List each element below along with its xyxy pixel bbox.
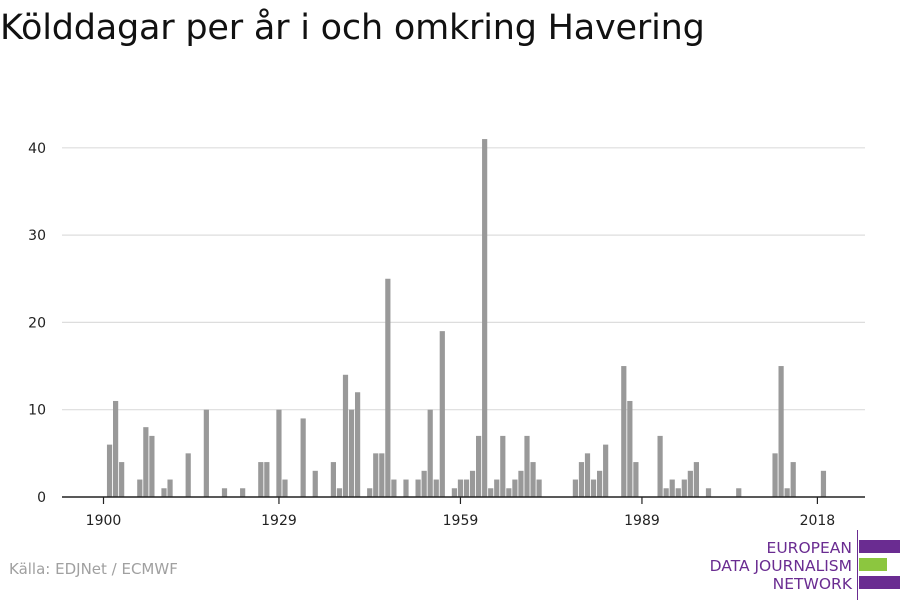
bar-1933 (300, 418, 306, 497)
bar-1955 (433, 479, 439, 497)
bar-1930 (282, 479, 288, 497)
logo-text-line-3: NETWORK (772, 575, 852, 593)
bar-1970 (524, 435, 530, 497)
bar-1979 (578, 462, 585, 497)
bar-1914 (185, 453, 191, 497)
bar-2005 (736, 488, 742, 497)
bar-1998 (693, 462, 699, 497)
y-gridlines (62, 147, 865, 411)
source-note: Källa: EDJNet / ECMWF (9, 560, 178, 578)
bar-1960 (463, 479, 470, 497)
bar-1968 (512, 479, 518, 497)
logo-divider (857, 530, 858, 600)
bar-1939 (336, 488, 343, 497)
bar-1941 (348, 409, 355, 497)
bar-1964 (488, 488, 494, 497)
bar-1995 (675, 488, 681, 497)
bar-1963 (482, 139, 488, 497)
x-tick-label-1900: 1900 (86, 513, 122, 529)
bar-1997 (687, 470, 693, 497)
bar-1947 (385, 278, 391, 497)
bar-1994 (669, 479, 675, 497)
bar-1959 (457, 479, 464, 497)
y-tick-label-20: 20 (28, 315, 46, 331)
y-tick-label-30: 30 (28, 228, 46, 244)
bar-1948 (391, 479, 397, 497)
bar-2013 (784, 488, 790, 497)
bar-1927 (264, 462, 270, 497)
logo-bar-purple-top (859, 540, 900, 553)
logo-bar-green (859, 558, 887, 571)
bar-1992 (657, 435, 663, 497)
bar-1906 (137, 479, 143, 497)
bar-1980 (584, 453, 591, 497)
bar-1938 (330, 462, 336, 497)
edjnet-logo: EUROPEAN DATA JOURNALISM NETWORK (690, 530, 900, 600)
bar-1920 (221, 488, 228, 497)
bar-1907 (143, 427, 149, 497)
bar-1996 (681, 479, 687, 497)
bars (106, 139, 827, 497)
bar-1940 (342, 374, 349, 497)
bar-1965 (494, 479, 500, 497)
bar-2014 (790, 462, 796, 497)
bar-2012 (778, 366, 784, 497)
bar-1983 (603, 444, 609, 497)
bar-1908 (149, 435, 155, 497)
bar-1945 (373, 453, 379, 497)
logo-text-line-2: DATA JOURNALISM (709, 557, 852, 575)
bar-1987 (627, 400, 633, 497)
bar-1935 (312, 470, 318, 497)
logo-bar-purple-bottom (859, 576, 900, 589)
bar-1972 (536, 479, 542, 497)
bar-1903 (119, 462, 125, 497)
bar-1981 (590, 479, 597, 497)
bar-1910 (161, 488, 167, 497)
bar-1969 (518, 470, 524, 497)
bar-1917 (203, 409, 209, 497)
bar-1967 (506, 488, 512, 497)
bar-1926 (258, 462, 264, 497)
bar-2019 (820, 470, 827, 497)
x-tick-label-2018: 2018 (800, 513, 836, 529)
bar-2000 (705, 488, 712, 497)
y-tick-label-10: 10 (28, 403, 46, 419)
x-tick-label-1929: 1929 (261, 513, 297, 529)
bar-1986 (621, 366, 627, 497)
chart-title: Kölddagar per år i och omkring Havering (0, 8, 705, 48)
x-tick-label-1959: 1959 (443, 513, 479, 529)
bar-1944 (367, 488, 373, 497)
y-tick-label-40: 40 (28, 141, 46, 157)
bar-1902 (113, 400, 119, 497)
bar-2011 (772, 453, 778, 497)
y-tick-label-0: 0 (37, 490, 46, 506)
bar-1952 (415, 479, 421, 497)
bar-1954 (427, 409, 433, 497)
bar-1911 (167, 479, 173, 497)
bar-1962 (476, 435, 482, 497)
bar-1971 (530, 462, 536, 497)
bar-1988 (633, 462, 639, 497)
bar-1956 (439, 331, 445, 497)
bar-1946 (379, 453, 385, 497)
x-axis (62, 496, 865, 504)
bar-1901 (106, 444, 113, 497)
bar-1966 (500, 435, 506, 497)
bar-1958 (451, 488, 457, 497)
bar-1950 (403, 479, 409, 497)
bar-1978 (572, 479, 578, 497)
logo-text-line-1: EUROPEAN (766, 539, 852, 557)
y-axis-tick-labels: 0 10 20 30 40 (28, 141, 46, 506)
x-tick-label-1989: 1989 (624, 513, 660, 529)
bar-1942 (355, 392, 361, 497)
bar-1982 (597, 470, 603, 497)
bar-1923 (240, 488, 246, 497)
bar-1953 (421, 470, 427, 497)
x-axis-tick-labels: 1900 1929 1959 1989 2018 (86, 513, 836, 529)
bar-1993 (663, 488, 669, 497)
bar-1929 (276, 409, 282, 497)
bar-1961 (469, 470, 476, 497)
